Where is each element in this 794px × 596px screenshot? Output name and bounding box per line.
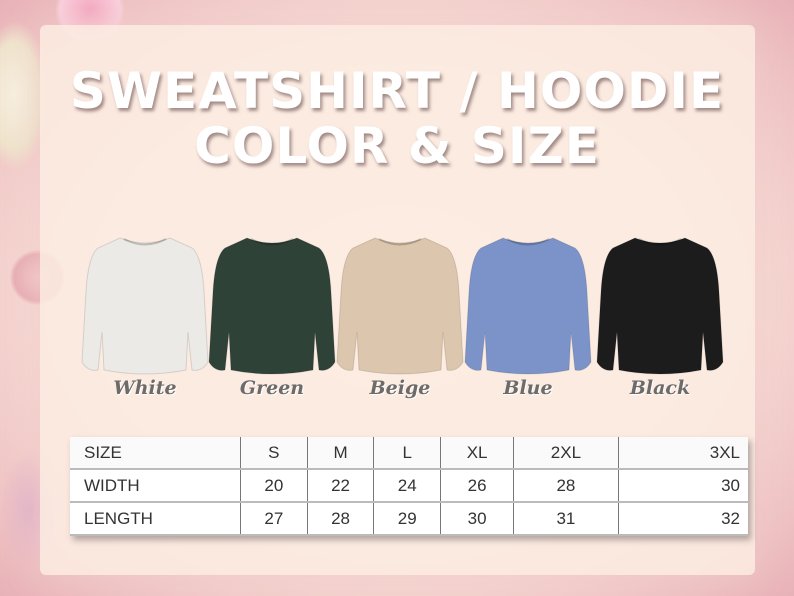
table-cell: 26: [440, 469, 515, 503]
sweatshirt-green: [207, 232, 337, 378]
sweatshirt-white: [80, 232, 210, 378]
table-cell: 22: [307, 469, 375, 503]
table-cell: 32: [618, 502, 748, 536]
header-cell: 2XL: [513, 437, 619, 470]
color-label-beige: Beige: [369, 377, 431, 399]
table-cell: 24: [373, 469, 442, 503]
table-cell: 30: [440, 502, 515, 536]
table-header-row: SIZE S M L XL 2XL 3XL: [70, 437, 748, 470]
table-row: WIDTH 20 22 24 26 28 30: [70, 469, 748, 503]
color-label-black: Black: [629, 377, 691, 399]
header-cell: M: [307, 437, 375, 470]
header-cell: XL: [440, 437, 515, 470]
color-label-blue: Blue: [503, 377, 553, 399]
table-cell: 27: [240, 502, 308, 536]
sweatshirt-blue: [463, 232, 593, 378]
title-line-2: COLOR & SIZE: [194, 117, 600, 175]
table-cell: 29: [373, 502, 442, 536]
sweatshirt-beige: [335, 232, 465, 378]
header-cell: 3XL: [618, 437, 748, 470]
sweatshirt-black: [595, 232, 725, 378]
title-line-1: SWEATSHIRT / HOODIE: [69, 62, 725, 120]
header-cell: L: [373, 437, 442, 470]
table-cell: 28: [513, 469, 619, 503]
table-cell: LENGTH: [70, 502, 241, 536]
size-chart-table: SIZE S M L XL 2XL 3XL WIDTH 20 22 24 26 28 30 LENGTH 27…: [70, 437, 748, 536]
table-cell: 30: [618, 469, 748, 503]
table-cell: 28: [307, 502, 375, 536]
color-label-white: White: [113, 377, 177, 399]
table-row: LENGTH 27 28 29 30 31 32: [70, 502, 748, 536]
table-cell: 20: [240, 469, 308, 503]
header-cell: SIZE: [70, 437, 241, 470]
table-cell: 31: [513, 502, 619, 536]
color-label-green: Green: [239, 377, 305, 399]
table-cell: WIDTH: [70, 469, 241, 503]
header-cell: S: [240, 437, 308, 470]
